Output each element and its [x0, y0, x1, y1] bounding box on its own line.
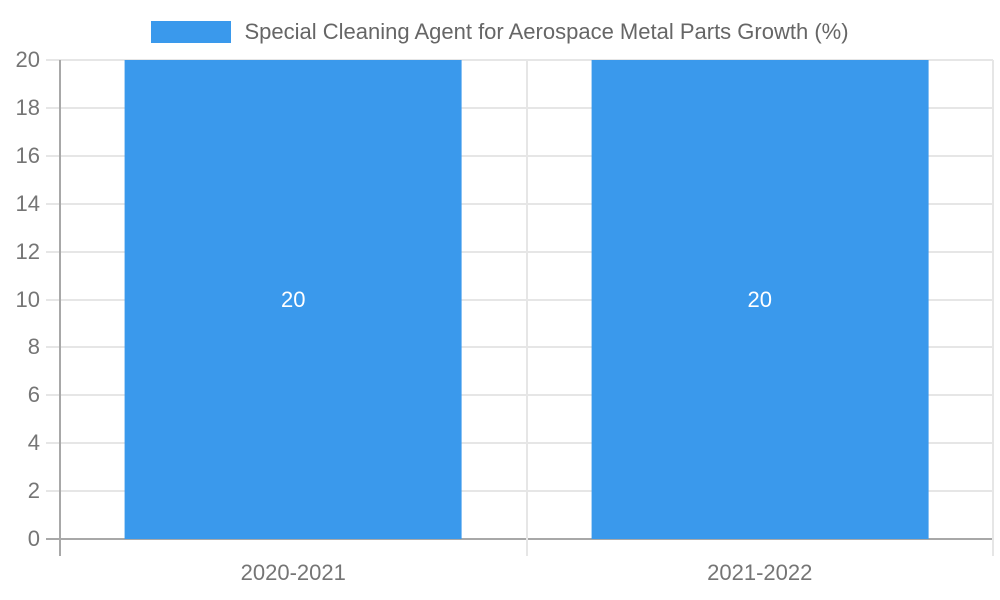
y-tick-label: 14 [15, 190, 40, 216]
chart-legend[interactable]: Special Cleaning Agent for Aerospace Met… [0, 19, 1000, 45]
legend-label: Special Cleaning Agent for Aerospace Met… [244, 19, 849, 44]
x-axis: 2020-2021 2021-2022 [60, 539, 993, 589]
bar-2020-2021: 20 [124, 60, 462, 539]
y-tick-label: 20 [15, 47, 40, 72]
x-tick-label: 2021-2022 [707, 560, 813, 585]
y-tick-label: 2 [27, 478, 40, 504]
h-gridline [46, 59, 993, 61]
h-gridline [46, 442, 993, 445]
h-gridline [46, 490, 993, 493]
h-gridline [46, 202, 993, 205]
plot-area: 20 20 [46, 59, 994, 556]
bar-2021-2022: 20 [591, 60, 929, 539]
y-axis: 0 2 4 6 8 10 12 14 16 18 20 [0, 49, 40, 550]
y-tick-label: 8 [27, 334, 40, 360]
y-tick-label: 18 [15, 94, 40, 120]
x-axis-line [46, 538, 993, 540]
y-tick-label: 16 [15, 142, 40, 168]
category-separator [525, 60, 528, 556]
bar-value-label: 20 [747, 286, 772, 312]
h-gridline [46, 346, 993, 349]
x-tick-label: 2020-2021 [240, 560, 346, 585]
y-tick-label: 12 [15, 238, 40, 264]
y-axis-line [59, 60, 61, 556]
y-tick-label: 4 [27, 430, 40, 456]
y-tick-label: 0 [27, 526, 40, 551]
y-tick-label: 10 [15, 286, 40, 312]
category-separator [992, 60, 994, 556]
h-gridline [46, 394, 993, 397]
bar-value-label: 20 [281, 286, 306, 312]
h-gridline [46, 106, 993, 109]
y-tick-label: 6 [27, 382, 40, 408]
h-gridline [46, 250, 993, 253]
h-gridline [46, 298, 993, 301]
legend-swatch [151, 21, 232, 43]
h-gridline [46, 154, 993, 157]
